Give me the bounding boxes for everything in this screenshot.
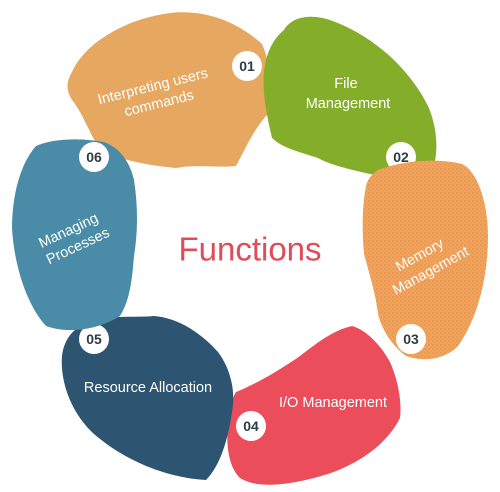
segment-02-number: 02 <box>393 149 409 165</box>
segment-01-number: 01 <box>239 58 255 74</box>
segment-03-badge <box>396 324 426 354</box>
segment-03-texture <box>362 160 488 360</box>
segment-04-shape <box>227 326 401 485</box>
segment-02-label: File Management <box>306 76 391 112</box>
segment-03[interactable]: Memory Management 03 <box>362 160 488 360</box>
segment-02-shape <box>263 16 437 180</box>
segment-01-badge <box>232 51 262 81</box>
segment-05-number: 05 <box>86 331 102 347</box>
segment-01-shape <box>67 12 272 168</box>
segment-05[interactable]: Resource Allocation 05 <box>61 316 234 480</box>
segment-04-badge <box>236 411 266 441</box>
segment-05-shape <box>61 316 234 480</box>
segment-03-number: 03 <box>403 331 419 347</box>
segment-05-badge <box>79 324 109 354</box>
segment-06-badge <box>79 142 109 172</box>
segment-06-shape <box>12 139 137 331</box>
segment-02[interactable]: File Management 02 <box>263 16 437 180</box>
segment-06-number: 06 <box>86 149 102 165</box>
segment-01[interactable]: Interpreting users commands 01 <box>67 12 272 168</box>
center-title: Functions <box>178 231 321 268</box>
segment-04-label: I/O Management <box>279 395 387 411</box>
segment-05-label: Resource Allocation <box>84 380 212 396</box>
segment-04-number: 04 <box>243 418 259 434</box>
segment-04[interactable]: I/O Management 04 <box>227 326 401 485</box>
segment-06[interactable]: Managing Processes 06 <box>12 139 137 331</box>
